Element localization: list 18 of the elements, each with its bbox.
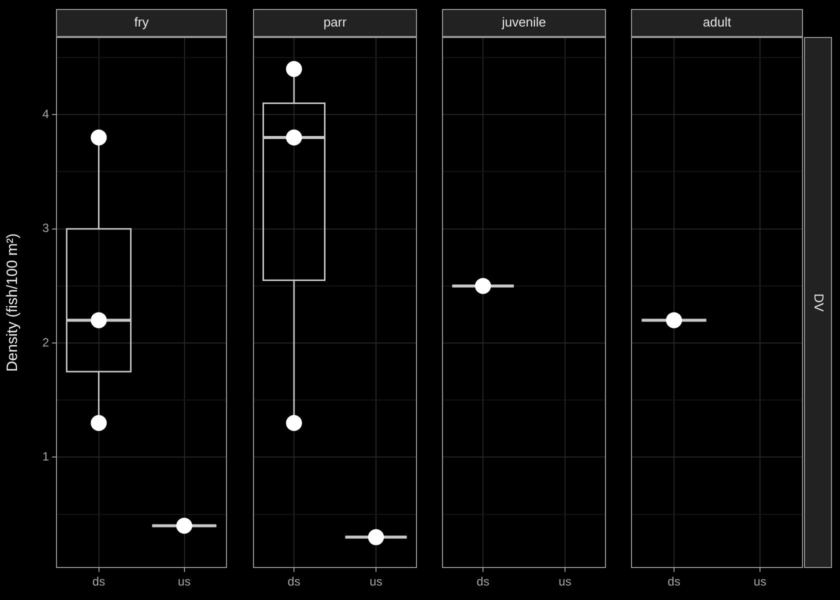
y-tick-label: 1 [42, 450, 50, 464]
x-tick-label: ds [668, 574, 680, 589]
x-tick-label: us [558, 574, 572, 589]
x-tick-label: us [370, 574, 382, 589]
y-tick-label: 4 [42, 106, 50, 121]
y-tick-label: 2 [42, 335, 50, 350]
x-tick-label: ds [476, 574, 490, 589]
x-tick-label: us [178, 574, 191, 589]
chart-title: adult [702, 14, 732, 30]
y-tick-label: 3 [42, 221, 50, 236]
chart-title: fry [134, 14, 150, 30]
x-tick-label: ds [92, 574, 106, 589]
chart-title: juvenile [500, 14, 546, 30]
chart-title: parr [323, 14, 348, 30]
text: DV [811, 293, 826, 312]
x-tick-label: ds [288, 574, 300, 589]
y-axis-title: Density (fish/100 m²) [4, 233, 22, 372]
x-tick-label: us [754, 574, 766, 589]
